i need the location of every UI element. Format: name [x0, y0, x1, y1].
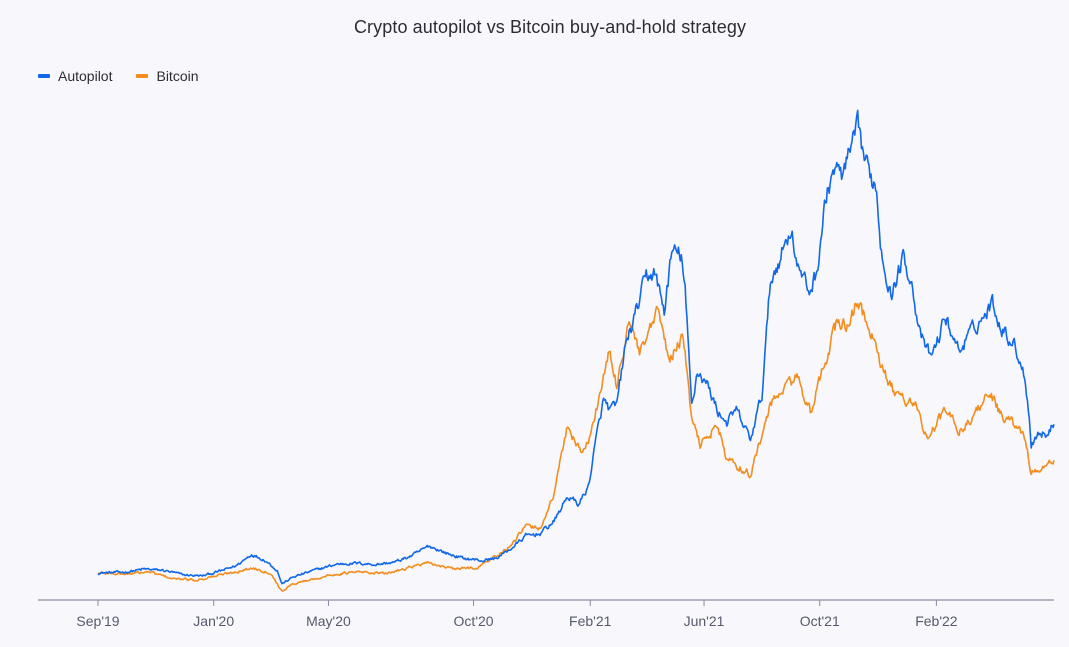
x-tick-label: Jan'20 — [193, 613, 234, 629]
legend-swatch-autopilot — [38, 74, 50, 78]
x-tick-label: Sep'19 — [76, 613, 119, 629]
x-axis-ticks: Sep'19 Jan'20 May'20 Oct'20 Feb'21 Jun'21 Oct'… — [76, 600, 958, 629]
x-tick-label: Jun'21 — [684, 613, 725, 629]
chart-title: Crypto autopilot vs Bitcoin buy-and-hold… — [353, 17, 747, 37]
legend: Autopilot Bitcoin — [38, 68, 199, 84]
series-line-bitcoin — [97, 301, 1055, 592]
x-tick-label: Oct'21 — [800, 613, 840, 629]
x-tick-label: Feb'21 — [569, 613, 612, 629]
series-lines — [97, 109, 1055, 592]
legend-item-autopilot[interactable]: Autopilot — [38, 68, 112, 84]
x-tick-label: Oct'20 — [454, 613, 494, 629]
legend-label-bitcoin: Bitcoin — [156, 68, 199, 84]
x-tick-label: Feb'22 — [915, 613, 958, 629]
series-line-autopilot — [97, 109, 1055, 585]
legend-item-bitcoin[interactable]: Bitcoin — [136, 68, 199, 84]
legend-swatch-bitcoin — [136, 74, 149, 78]
x-tick-label: May'20 — [306, 613, 351, 629]
legend-label-autopilot: Autopilot — [58, 68, 113, 84]
